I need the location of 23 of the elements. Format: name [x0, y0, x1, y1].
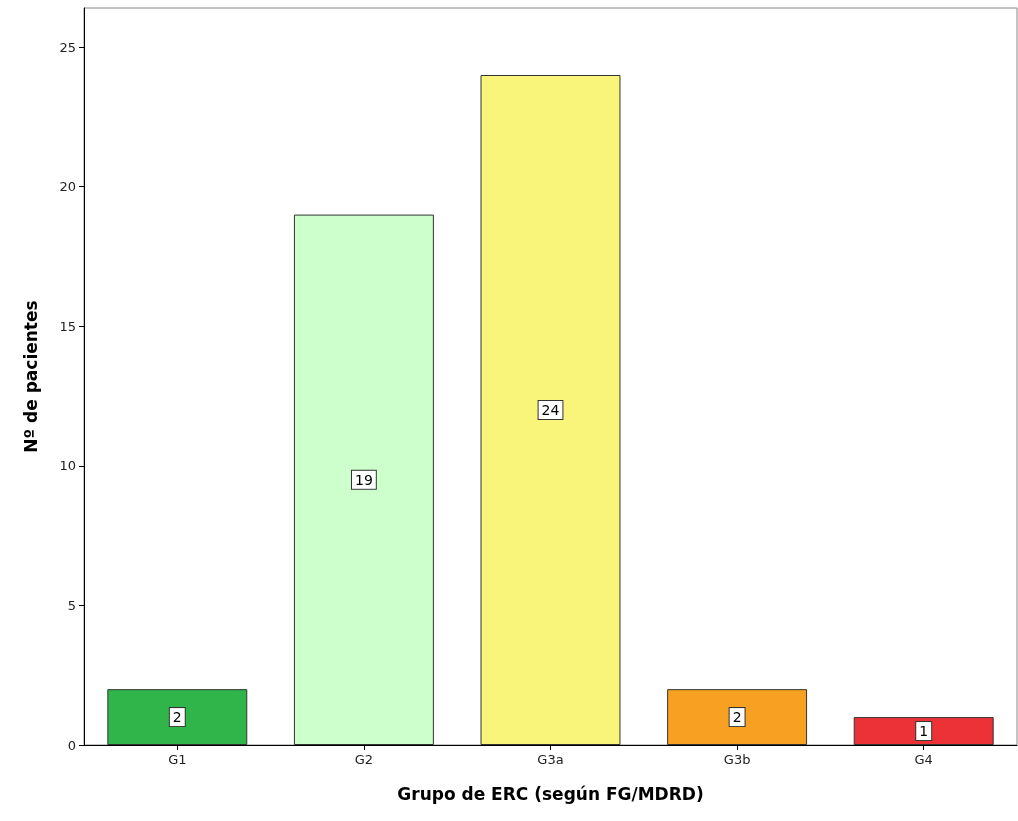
y-tick-label: 10	[59, 458, 76, 474]
data-label: 2	[172, 709, 182, 726]
y-tick-label: 5	[67, 597, 76, 613]
data-label: 1	[919, 723, 929, 740]
x-tick-label: G4	[914, 752, 933, 767]
x-tick-label: G1	[168, 752, 187, 767]
data-label: 24	[541, 402, 560, 418]
bar	[480, 75, 621, 745]
data-label: 19	[354, 471, 373, 488]
y-axis-title: Nº de pacientes	[20, 300, 41, 453]
bar	[107, 689, 248, 745]
y-tick-label: 0	[67, 737, 76, 753]
y-tick-label: 20	[59, 179, 76, 195]
bar	[853, 717, 994, 745]
data-label: 2	[732, 709, 742, 726]
bar	[293, 214, 434, 745]
y-tick-label: 25	[59, 39, 76, 55]
x-axis-title: Grupo de ERC (según FG/MDRD)	[397, 783, 704, 804]
x-tick-label: G3a	[537, 752, 564, 767]
x-tick-label: G2	[354, 752, 374, 767]
y-tick-label: 15	[59, 318, 76, 334]
bar	[667, 689, 808, 745]
x-tick-label: G3b	[723, 752, 751, 767]
